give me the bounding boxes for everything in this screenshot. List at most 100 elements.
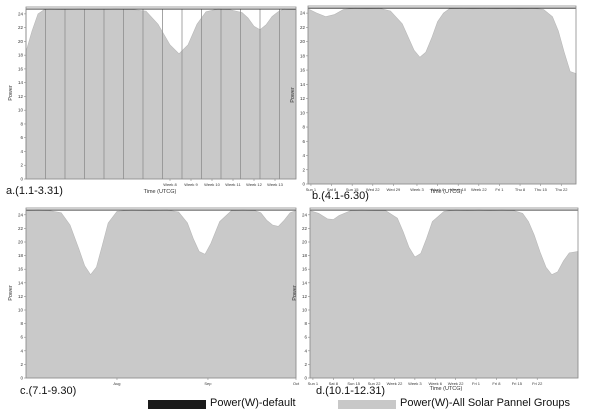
y-tick-label: 8	[304, 321, 307, 326]
x-tick-label: Fri 1	[495, 187, 504, 192]
x-tick-label: Oct	[293, 381, 300, 386]
x-tick-label: Week 3	[410, 187, 424, 192]
legend-swatch-all-groups	[338, 400, 396, 409]
x-tick-label: Week 10	[204, 182, 220, 187]
x-tick-label: Fri 15	[512, 381, 523, 386]
x-tick-label: Fri 8	[492, 381, 501, 386]
y-tick-label: 24	[18, 11, 24, 16]
y-tick-label: 6	[302, 139, 305, 144]
panel-label-c: c.(7.1-9.30)	[20, 385, 77, 397]
y-tick-label: 12	[302, 294, 308, 299]
y-tick-label: 16	[18, 66, 24, 71]
y-tick-label: 10	[18, 308, 24, 313]
y-tick-label: 0	[20, 376, 23, 381]
x-tick-label: Sun 1	[308, 381, 319, 386]
y-tick-label: 10	[300, 110, 306, 115]
x-axis-label: Time (UTCG)	[430, 386, 463, 392]
y-tick-label: 16	[300, 68, 306, 73]
y-tick-label: 22	[18, 226, 24, 231]
y-tick-label: 12	[300, 96, 306, 101]
y-tick-label: 10	[18, 108, 24, 113]
x-tick-label: Week 6	[429, 381, 443, 386]
y-tick-label: 2	[20, 163, 23, 168]
power-all-groups-area	[25, 209, 297, 379]
x-tick-label: Fri 22	[532, 381, 543, 386]
y-tick-label: 10	[302, 308, 308, 313]
y-tick-label: 0	[304, 376, 307, 381]
y-tick-label: 20	[18, 240, 24, 245]
y-tick-label: 2	[302, 167, 305, 172]
panel-label-b: b.(4.1-6.30)	[312, 190, 369, 202]
plot-frame	[307, 5, 577, 185]
y-tick-label: 6	[304, 335, 307, 340]
y-axis-label: Power	[8, 85, 14, 101]
y-tick-label: 16	[18, 267, 24, 272]
panel-d: 0 2 4 6 8 10 12 14 16 18 20 22 24 Sun 1 Sat 8 Sun 15 Sun…	[292, 204, 592, 397]
y-tick-label: 20	[300, 39, 306, 44]
y-axis-label: Power	[8, 285, 14, 301]
x-tick-label: Sun 1	[306, 187, 317, 192]
x-tick-label: Week 11	[225, 182, 241, 187]
y-tick-label: 4	[302, 153, 305, 158]
y-tick-label: 24	[18, 212, 24, 217]
y-tick-label: 4	[20, 348, 23, 353]
x-tick-label: Fri 1	[472, 381, 481, 386]
plot-frame	[25, 6, 297, 180]
x-tick-label: Wed 29	[387, 187, 401, 192]
x-tick-label: Sun 15	[346, 187, 359, 192]
y-tick-label: 20	[18, 39, 24, 44]
y-tick-label: 14	[302, 280, 308, 285]
panel-label-d: d.(10.1-12.31)	[316, 385, 386, 397]
x-tick-label: Thu 22	[555, 187, 568, 192]
y-tick-label: 22	[300, 25, 306, 30]
y-tick-label: 12	[18, 294, 24, 299]
x-tick-label: Sun 22	[368, 381, 381, 386]
x-tick-label: Week 3	[408, 381, 422, 386]
x-tick-label: Week 8	[163, 182, 177, 187]
legend-label-all-groups: Power(W)-All Solar Pannel Groups	[400, 397, 570, 409]
y-tick-label: 2	[304, 362, 307, 367]
y-tick-label: 6	[20, 135, 23, 140]
y-tick-label: 14	[18, 80, 24, 85]
x-tick-label: Week 12	[246, 182, 262, 187]
y-tick-label: 24	[300, 11, 306, 16]
y-tick-label: 18	[18, 53, 24, 58]
y-tick-label: 22	[302, 226, 308, 231]
x-tick-label: Thu 15	[534, 187, 547, 192]
legend: Power(W)-default Power(W)-All Solar Pann…	[0, 396, 594, 412]
x-tick-label: Sun 15	[347, 381, 360, 386]
legend-swatch-default	[148, 400, 206, 409]
x-tick-label: Sat 8	[327, 187, 337, 192]
y-axis-label: Power	[290, 87, 296, 103]
power-all-groups-area	[25, 8, 297, 180]
power-all-groups-area	[309, 209, 579, 379]
y-tick-label: 14	[18, 280, 24, 285]
x-axis-label: Time (UTCG)	[144, 189, 177, 195]
plot-frame	[25, 207, 297, 379]
x-axis-label: Time (UTCG)	[430, 189, 463, 195]
y-tick-label: 4	[20, 149, 23, 154]
x-tick-label: Week 22	[471, 187, 487, 192]
x-tick-label: Week 10	[450, 187, 466, 192]
power-all-groups-area	[307, 7, 577, 185]
panel-label-a: a.(1.1-3.31)	[6, 185, 63, 197]
panel-c: 0 2 4 6 8 10 12 14 16 18 20 22 24 Aug Sep Oct Power c.(7…	[2, 204, 300, 397]
x-tick-label: Thu 8	[515, 187, 526, 192]
y-tick-label: 18	[18, 253, 24, 258]
y-tick-label: 18	[300, 53, 306, 58]
x-tick-label: Sat 8	[329, 381, 339, 386]
y-tick-label: 6	[20, 335, 23, 340]
y-tick-label: 0	[20, 177, 23, 182]
x-tick-label: Week 6	[431, 187, 445, 192]
legend-label-default: Power(W)-default	[210, 397, 296, 409]
panel-b: 0 2 4 6 8 10 12 14 16 18 20 22 24 Sun 1 Sat 8 Sun 15 Wed…	[290, 2, 592, 202]
x-tick-label: Aug	[113, 381, 120, 386]
x-tick-label: Week 22	[448, 381, 464, 386]
y-tick-label: 16	[302, 267, 308, 272]
x-tick-label: Sep	[204, 381, 212, 386]
y-tick-label: 12	[18, 94, 24, 99]
